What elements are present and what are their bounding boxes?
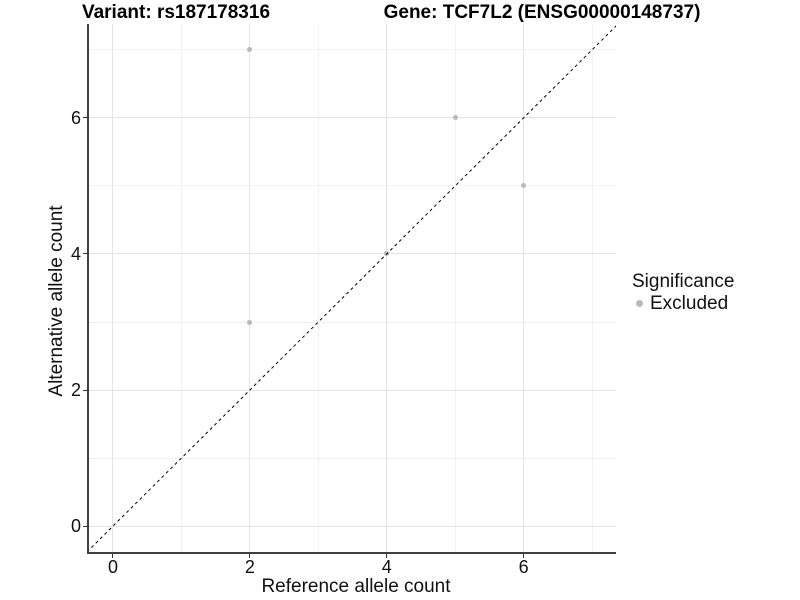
x-tick-label: 4 bbox=[381, 557, 392, 577]
x-tick-mark bbox=[249, 554, 251, 558]
gridline-vertical bbox=[591, 24, 593, 552]
gridline-horizontal bbox=[89, 185, 616, 187]
identity-line bbox=[89, 25, 616, 551]
legend-item-label: Excluded bbox=[650, 293, 729, 314]
y-tick-label: 2 bbox=[70, 380, 81, 401]
y-tick-label: 4 bbox=[70, 243, 81, 264]
x-tick-mark bbox=[523, 554, 525, 558]
data-point bbox=[452, 115, 458, 121]
plot-title-variant: Variant: rs187178316 bbox=[81, 2, 271, 23]
y-tick-mark bbox=[83, 525, 87, 527]
gridline-horizontal bbox=[89, 525, 616, 527]
y-axis-line bbox=[87, 24, 89, 554]
data-point bbox=[247, 319, 253, 325]
data-point bbox=[247, 47, 253, 53]
x-tick-label: 0 bbox=[107, 557, 118, 577]
legend: Significance Excluded bbox=[632, 271, 734, 314]
gridline-vertical bbox=[112, 24, 114, 552]
gridline-vertical bbox=[180, 24, 182, 552]
gridline-horizontal bbox=[89, 457, 616, 459]
plot-title-gene: Gene: TCF7L2 (ENSG00000148737) bbox=[383, 2, 701, 23]
y-tick-label: 6 bbox=[70, 107, 81, 128]
legend-title: Significance bbox=[632, 271, 735, 292]
gridline-horizontal bbox=[89, 117, 616, 119]
data-point bbox=[521, 183, 527, 189]
y-tick-label: 0 bbox=[70, 516, 81, 537]
gridline-horizontal bbox=[89, 321, 616, 323]
x-axis-line bbox=[87, 552, 616, 554]
gridline-vertical bbox=[523, 24, 525, 552]
gridline-vertical bbox=[386, 24, 388, 552]
excluded-dot-icon bbox=[636, 300, 643, 307]
y-tick-mark bbox=[83, 117, 87, 119]
x-axis-title: Reference allele count bbox=[261, 576, 451, 597]
y-axis-title: Alternative allele count bbox=[46, 205, 67, 397]
x-tick-label: 6 bbox=[518, 557, 529, 577]
y-tick-mark bbox=[83, 389, 87, 391]
x-tick-mark bbox=[112, 554, 114, 558]
y-tick-mark bbox=[83, 253, 87, 255]
x-tick-label: 2 bbox=[244, 557, 255, 577]
gridline-horizontal bbox=[89, 253, 616, 255]
legend-item-excluded: Excluded bbox=[632, 293, 734, 314]
legend-key bbox=[632, 300, 647, 307]
plot-panel bbox=[89, 24, 616, 552]
gridline-vertical bbox=[249, 24, 251, 552]
gridline-vertical bbox=[454, 24, 456, 552]
gridline-horizontal bbox=[89, 49, 616, 51]
gridline-horizontal bbox=[89, 389, 616, 391]
x-tick-mark bbox=[386, 554, 388, 558]
gridline-vertical bbox=[317, 24, 319, 552]
